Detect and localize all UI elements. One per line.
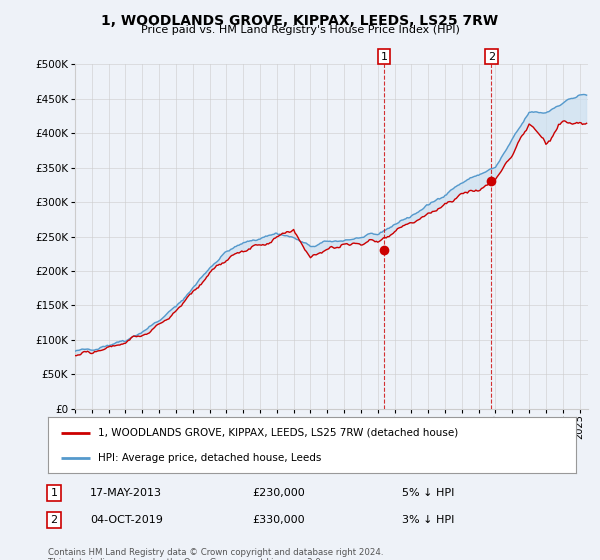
Text: 1: 1: [50, 488, 58, 498]
Text: 5% ↓ HPI: 5% ↓ HPI: [402, 488, 454, 498]
Text: HPI: Average price, detached house, Leeds: HPI: Average price, detached house, Leed…: [98, 452, 322, 463]
Text: 2: 2: [50, 515, 58, 525]
Text: 3% ↓ HPI: 3% ↓ HPI: [402, 515, 454, 525]
Text: 1: 1: [380, 52, 388, 62]
Text: 1, WOODLANDS GROVE, KIPPAX, LEEDS, LS25 7RW (detached house): 1, WOODLANDS GROVE, KIPPAX, LEEDS, LS25 …: [98, 428, 458, 438]
Text: £230,000: £230,000: [252, 488, 305, 498]
Text: Contains HM Land Registry data © Crown copyright and database right 2024.
This d: Contains HM Land Registry data © Crown c…: [48, 548, 383, 560]
Text: £330,000: £330,000: [252, 515, 305, 525]
Text: Price paid vs. HM Land Registry's House Price Index (HPI): Price paid vs. HM Land Registry's House …: [140, 25, 460, 35]
Text: 17-MAY-2013: 17-MAY-2013: [90, 488, 162, 498]
Text: 1, WOODLANDS GROVE, KIPPAX, LEEDS, LS25 7RW: 1, WOODLANDS GROVE, KIPPAX, LEEDS, LS25 …: [101, 14, 499, 28]
Text: 2: 2: [488, 52, 495, 62]
Text: 04-OCT-2019: 04-OCT-2019: [90, 515, 163, 525]
